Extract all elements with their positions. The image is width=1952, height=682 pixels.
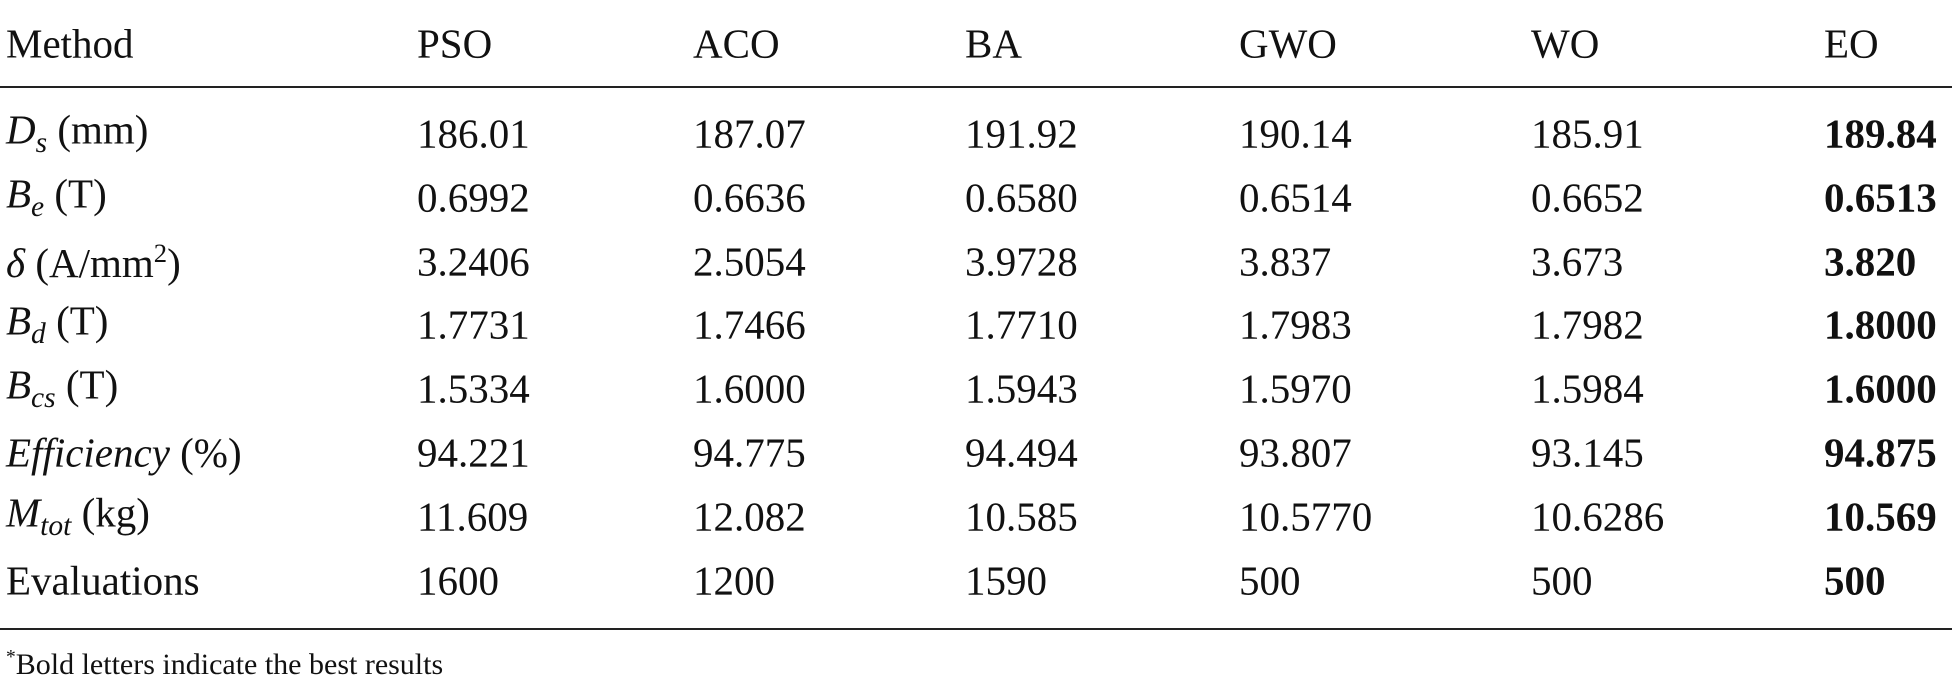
text-segment: (T)	[45, 297, 109, 344]
text-segment: (T)	[44, 170, 107, 217]
table-cell: 1.7982	[1531, 301, 1644, 348]
text-segment: 2	[153, 237, 168, 268]
table-cell: 1.5334	[417, 365, 530, 412]
table-cell: 10.569	[1824, 493, 1937, 540]
row-label: Mtot (kg)	[6, 492, 150, 541]
table-cell: 186.01	[417, 110, 530, 157]
column-header: EO	[1824, 20, 1879, 67]
column-header: BA	[965, 20, 1022, 67]
text-segment: cs	[31, 382, 56, 415]
text-segment: Evaluations	[6, 557, 200, 604]
text-segment: (A/mm	[25, 239, 154, 286]
table-cell: 190.14	[1239, 110, 1352, 157]
text-segment: s	[35, 127, 48, 160]
table-cell: 187.07	[693, 110, 806, 157]
text-segment: (%)	[169, 429, 242, 476]
table-cell: 0.6580	[965, 174, 1078, 221]
table-cell: 191.92	[965, 110, 1078, 157]
bottom-rule	[0, 628, 1952, 630]
text-segment: B	[6, 170, 32, 217]
row-label: Be (T)	[6, 173, 107, 222]
table-cell: 1.7983	[1239, 301, 1352, 348]
table-cell: 1590	[965, 557, 1047, 604]
text-segment: B	[6, 361, 32, 408]
table-cell: 0.6514	[1239, 174, 1352, 221]
table-cell: 94.494	[965, 429, 1078, 476]
table-cell: 1.7466	[693, 301, 806, 348]
table-cell: 93.145	[1531, 429, 1644, 476]
text-segment: )	[167, 239, 181, 286]
table-cell: 93.807	[1239, 429, 1352, 476]
table-cell: 94.221	[417, 429, 530, 476]
column-header: PSO	[417, 20, 493, 67]
table-cell: 185.91	[1531, 110, 1644, 157]
row-label: δ (A/mm2)	[6, 237, 181, 286]
row-label: Efficiency (%)	[6, 429, 242, 476]
table-cell: 10.5770	[1239, 493, 1373, 540]
table-cell: 12.082	[693, 493, 806, 540]
text-segment: M	[6, 489, 41, 536]
table-cell: 0.6652	[1531, 174, 1644, 221]
row-label: Ds (mm)	[6, 109, 148, 158]
table-cell: 3.837	[1239, 238, 1332, 285]
text-segment: *	[6, 647, 16, 669]
table-cell: 1.5984	[1531, 365, 1644, 412]
text-segment: Efficiency	[6, 429, 170, 476]
column-header: GWO	[1239, 20, 1337, 67]
table-cell: 1200	[693, 557, 775, 604]
table-cell: 500	[1239, 557, 1301, 604]
text-segment: B	[6, 297, 32, 344]
text-segment: δ	[6, 239, 26, 286]
text-segment: tot	[40, 509, 72, 542]
table-cell: 10.6286	[1531, 493, 1665, 540]
table-cell: 1.6000	[1824, 365, 1937, 412]
table-cell: 3.9728	[965, 238, 1078, 285]
table-cell: 11.609	[417, 493, 529, 540]
table-cell: 500	[1824, 557, 1886, 604]
table-cell: 1.8000	[1824, 301, 1937, 348]
table-cell: 500	[1531, 557, 1593, 604]
header-rule	[0, 86, 1952, 88]
table-cell: 0.6513	[1824, 174, 1937, 221]
table-cell: 1.7731	[417, 301, 530, 348]
text-segment: d	[31, 318, 46, 351]
table-cell: 2.5054	[693, 238, 806, 285]
table-cell: 1.5970	[1239, 365, 1352, 412]
table-cell: 1.5943	[965, 365, 1078, 412]
text-segment: e	[31, 190, 45, 223]
text-segment: (T)	[55, 361, 119, 408]
column-header: Method	[6, 20, 134, 67]
row-label: Evaluations	[6, 560, 200, 601]
table-cell: 3.673	[1531, 238, 1624, 285]
footnote: *Bold letters indicate the best results	[6, 648, 443, 680]
table-cell: 1.7710	[965, 301, 1078, 348]
text-segment: D	[6, 106, 36, 153]
table-cell: 189.84	[1824, 110, 1937, 157]
table-cell: 10.585	[965, 493, 1078, 540]
table-cell: 0.6636	[693, 174, 806, 221]
table-cell: 3.2406	[417, 238, 530, 285]
column-header: WO	[1531, 20, 1600, 67]
text-segment: (mm)	[47, 106, 149, 153]
table-cell: 94.775	[693, 429, 806, 476]
table-cell: 0.6992	[417, 174, 530, 221]
table-cell: 3.820	[1824, 238, 1917, 285]
table-cell: 94.875	[1824, 429, 1937, 476]
text-segment: Bold letters indicate the best results	[15, 647, 444, 681]
row-label: Bcs (T)	[6, 361, 119, 415]
row-label: Bd (T)	[6, 297, 109, 351]
text-segment: (kg)	[71, 489, 150, 536]
table-cell: 1.6000	[693, 365, 806, 412]
column-header: ACO	[693, 20, 780, 67]
table-cell: 1600	[417, 557, 499, 604]
